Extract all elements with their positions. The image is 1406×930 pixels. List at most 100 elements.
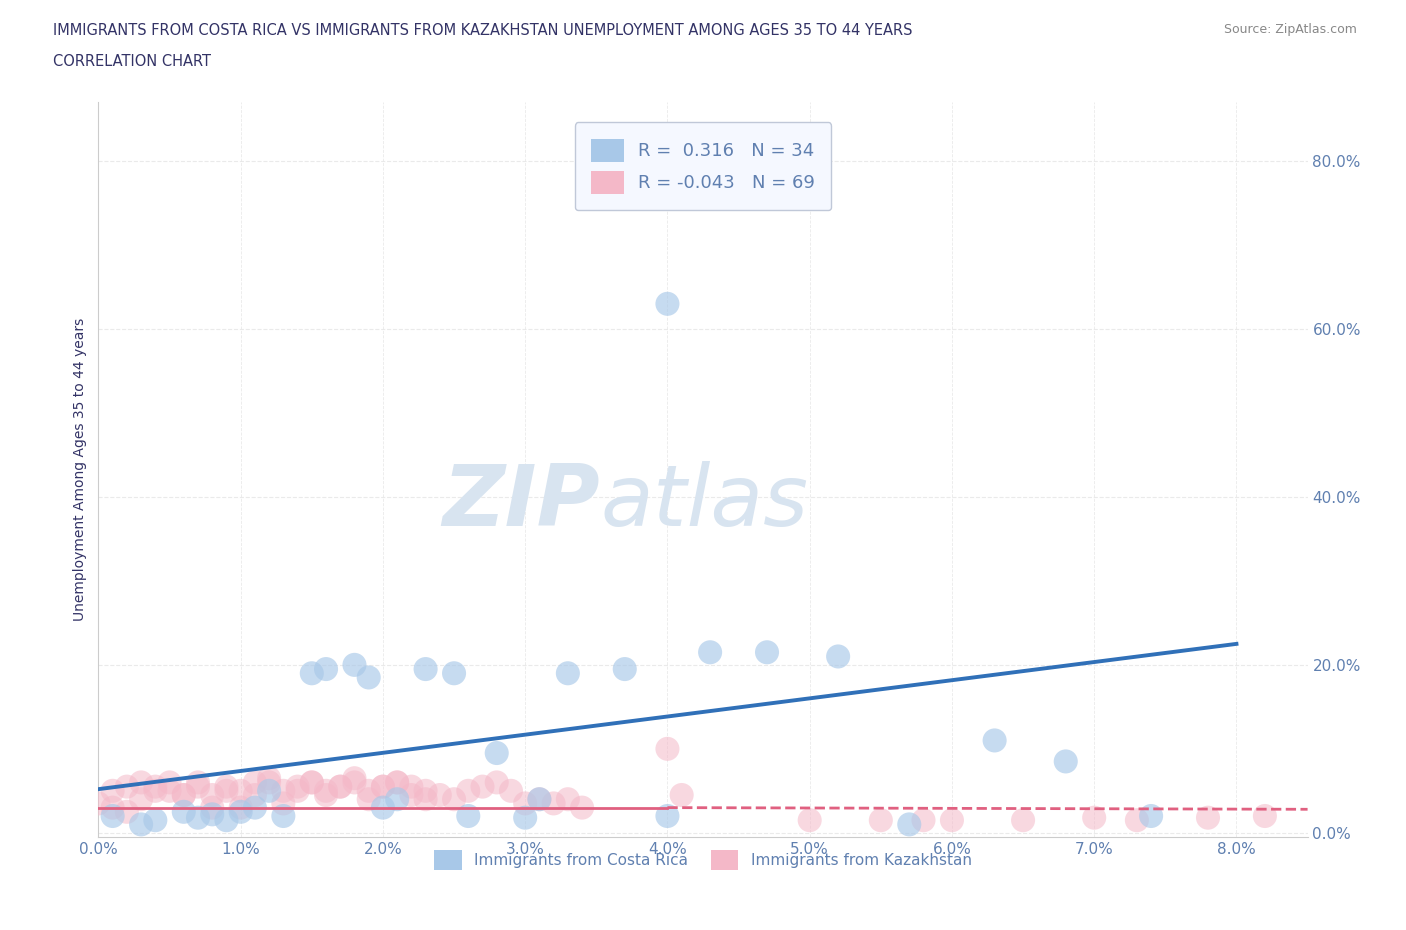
Point [557,791,579,806]
Point [215,779,238,794]
Point [173,788,195,803]
Point [257,775,280,790]
Point [273,808,295,823]
Point [657,297,679,312]
Point [941,813,963,828]
Point [485,775,508,790]
Text: atlas: atlas [600,461,808,544]
Point [257,771,280,786]
Point [1012,813,1035,828]
Point [301,775,323,790]
Point [499,783,522,798]
Point [329,779,352,794]
Point [485,746,508,761]
Point [571,800,593,815]
Point [415,791,437,806]
Point [543,796,565,811]
Point [143,813,166,828]
Point [187,810,209,825]
Point [357,783,380,798]
Y-axis label: Unemployment Among Ages 35 to 44 years: Unemployment Among Ages 35 to 44 years [73,318,87,621]
Point [129,775,152,790]
Point [371,779,394,794]
Point [613,661,636,676]
Point [529,791,551,806]
Point [343,658,366,672]
Point [471,779,494,794]
Point [415,661,437,676]
Point [315,783,337,798]
Point [343,771,366,786]
Point [756,644,779,659]
Point [229,783,252,798]
Point [229,804,252,819]
Point [143,783,166,798]
Point [699,644,721,659]
Point [243,775,266,790]
Point [671,788,693,803]
Point [983,733,1005,748]
Point [129,817,152,831]
Point [515,810,537,825]
Legend: Immigrants from Costa Rica, Immigrants from Kazakhstan: Immigrants from Costa Rica, Immigrants f… [422,838,984,883]
Point [273,796,295,811]
Point [557,666,579,681]
Point [159,783,181,798]
Point [301,775,323,790]
Point [443,791,465,806]
Point [87,796,110,811]
Point [401,788,423,803]
Point [1054,754,1077,769]
Point [515,796,537,811]
Point [401,779,423,794]
Point [457,783,479,798]
Point [229,800,252,815]
Text: IMMIGRANTS FROM COSTA RICA VS IMMIGRANTS FROM KAZAKHSTAN UNEMPLOYMENT AMONG AGES: IMMIGRANTS FROM COSTA RICA VS IMMIGRANTS… [53,23,912,38]
Point [371,779,394,794]
Point [385,775,408,790]
Point [173,804,195,819]
Point [115,804,138,819]
Point [287,783,309,798]
Point [1140,808,1163,823]
Point [657,741,679,756]
Point [173,788,195,803]
Point [329,779,352,794]
Point [898,817,921,831]
Point [201,788,224,803]
Point [187,779,209,794]
Point [429,788,451,803]
Point [101,783,124,798]
Point [315,788,337,803]
Point [315,661,337,676]
Text: Source: ZipAtlas.com: Source: ZipAtlas.com [1223,23,1357,36]
Point [357,670,380,684]
Point [799,813,821,828]
Point [101,808,124,823]
Point [201,807,224,822]
Point [187,775,209,790]
Point [415,783,437,798]
Point [371,800,394,815]
Point [1254,808,1277,823]
Point [257,783,280,798]
Point [215,813,238,828]
Point [201,800,224,815]
Point [1083,810,1105,825]
Point [273,783,295,798]
Point [457,808,479,823]
Point [115,779,138,794]
Point [143,779,166,794]
Point [912,813,935,828]
Point [243,788,266,803]
Point [357,791,380,806]
Point [1126,813,1149,828]
Point [529,791,551,806]
Point [301,666,323,681]
Point [243,800,266,815]
Point [287,779,309,794]
Point [869,813,891,828]
Text: CORRELATION CHART: CORRELATION CHART [53,54,211,69]
Point [443,666,465,681]
Point [385,791,408,806]
